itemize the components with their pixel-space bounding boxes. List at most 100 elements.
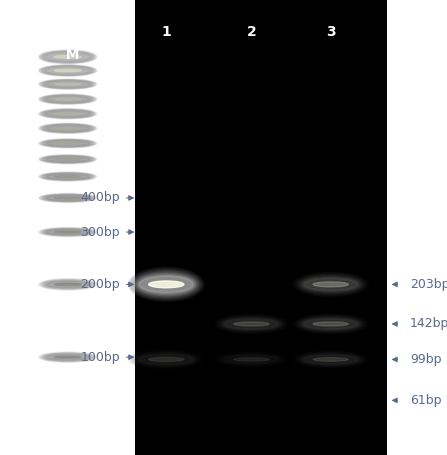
Ellipse shape bbox=[220, 317, 283, 331]
Ellipse shape bbox=[45, 96, 91, 102]
Ellipse shape bbox=[136, 274, 196, 295]
Ellipse shape bbox=[217, 315, 286, 333]
Ellipse shape bbox=[138, 275, 194, 294]
Ellipse shape bbox=[42, 280, 93, 289]
Ellipse shape bbox=[302, 278, 359, 291]
FancyBboxPatch shape bbox=[135, 0, 387, 455]
Ellipse shape bbox=[41, 80, 94, 89]
Ellipse shape bbox=[45, 141, 91, 146]
Ellipse shape bbox=[43, 52, 92, 61]
Ellipse shape bbox=[135, 273, 198, 296]
Ellipse shape bbox=[47, 196, 88, 200]
Ellipse shape bbox=[293, 314, 368, 334]
Ellipse shape bbox=[47, 282, 88, 287]
Ellipse shape bbox=[39, 65, 97, 76]
Ellipse shape bbox=[296, 352, 365, 367]
Ellipse shape bbox=[304, 278, 357, 290]
Ellipse shape bbox=[43, 125, 92, 132]
Ellipse shape bbox=[135, 352, 198, 367]
Ellipse shape bbox=[46, 111, 89, 116]
Ellipse shape bbox=[45, 111, 91, 117]
Ellipse shape bbox=[132, 351, 201, 368]
Ellipse shape bbox=[41, 155, 94, 163]
Ellipse shape bbox=[298, 275, 363, 294]
Ellipse shape bbox=[47, 141, 88, 146]
Ellipse shape bbox=[299, 276, 362, 293]
Ellipse shape bbox=[45, 53, 91, 61]
Ellipse shape bbox=[54, 127, 81, 129]
Ellipse shape bbox=[222, 318, 281, 330]
Ellipse shape bbox=[40, 65, 96, 76]
Ellipse shape bbox=[39, 94, 97, 104]
Ellipse shape bbox=[313, 282, 348, 287]
Ellipse shape bbox=[299, 317, 362, 331]
Ellipse shape bbox=[130, 268, 202, 300]
Text: 1kb+
  M: 1kb+ M bbox=[47, 32, 88, 62]
Ellipse shape bbox=[47, 230, 88, 234]
Ellipse shape bbox=[54, 158, 81, 160]
Ellipse shape bbox=[43, 195, 92, 201]
Ellipse shape bbox=[47, 97, 88, 101]
Ellipse shape bbox=[54, 197, 81, 199]
Ellipse shape bbox=[46, 196, 89, 200]
Ellipse shape bbox=[42, 156, 93, 163]
Ellipse shape bbox=[304, 355, 357, 364]
Ellipse shape bbox=[54, 176, 81, 177]
Ellipse shape bbox=[149, 281, 184, 288]
Ellipse shape bbox=[129, 268, 204, 301]
Ellipse shape bbox=[39, 139, 97, 148]
Ellipse shape bbox=[47, 111, 88, 116]
Ellipse shape bbox=[298, 316, 363, 332]
Ellipse shape bbox=[41, 194, 94, 202]
Ellipse shape bbox=[39, 123, 97, 133]
Text: 400bp: 400bp bbox=[80, 192, 120, 204]
Ellipse shape bbox=[43, 96, 92, 103]
Ellipse shape bbox=[136, 353, 196, 366]
Ellipse shape bbox=[223, 318, 280, 329]
Ellipse shape bbox=[225, 355, 278, 364]
Ellipse shape bbox=[219, 316, 284, 332]
Ellipse shape bbox=[43, 66, 92, 75]
Ellipse shape bbox=[43, 156, 92, 162]
Ellipse shape bbox=[40, 172, 96, 181]
Text: 3: 3 bbox=[326, 25, 335, 39]
Ellipse shape bbox=[225, 319, 278, 329]
Ellipse shape bbox=[39, 79, 97, 89]
Ellipse shape bbox=[298, 352, 363, 367]
Ellipse shape bbox=[41, 279, 94, 289]
Ellipse shape bbox=[42, 140, 93, 147]
Text: 2: 2 bbox=[246, 25, 256, 39]
Ellipse shape bbox=[54, 98, 81, 100]
Ellipse shape bbox=[46, 157, 89, 162]
Text: 100bp: 100bp bbox=[80, 351, 120, 364]
Ellipse shape bbox=[293, 350, 368, 369]
Ellipse shape bbox=[40, 279, 96, 290]
Ellipse shape bbox=[40, 139, 96, 147]
Ellipse shape bbox=[41, 66, 94, 76]
Text: 99bp: 99bp bbox=[410, 353, 442, 366]
Ellipse shape bbox=[45, 125, 91, 131]
Ellipse shape bbox=[39, 278, 97, 290]
Ellipse shape bbox=[54, 113, 81, 115]
Ellipse shape bbox=[41, 51, 94, 63]
Ellipse shape bbox=[47, 68, 88, 73]
Ellipse shape bbox=[295, 273, 367, 296]
Ellipse shape bbox=[40, 95, 96, 104]
Ellipse shape bbox=[45, 67, 91, 74]
Ellipse shape bbox=[41, 353, 94, 362]
Ellipse shape bbox=[42, 51, 93, 62]
Ellipse shape bbox=[39, 50, 97, 64]
Text: 200bp: 200bp bbox=[80, 278, 120, 291]
Ellipse shape bbox=[40, 228, 96, 236]
Ellipse shape bbox=[139, 276, 193, 293]
Ellipse shape bbox=[43, 173, 92, 180]
Ellipse shape bbox=[42, 80, 93, 88]
Ellipse shape bbox=[54, 70, 81, 72]
Ellipse shape bbox=[295, 314, 367, 334]
Ellipse shape bbox=[40, 51, 96, 63]
Ellipse shape bbox=[42, 173, 93, 180]
Ellipse shape bbox=[45, 229, 91, 235]
Ellipse shape bbox=[47, 174, 88, 179]
Ellipse shape bbox=[304, 319, 357, 329]
Text: 142bp: 142bp bbox=[410, 318, 447, 330]
